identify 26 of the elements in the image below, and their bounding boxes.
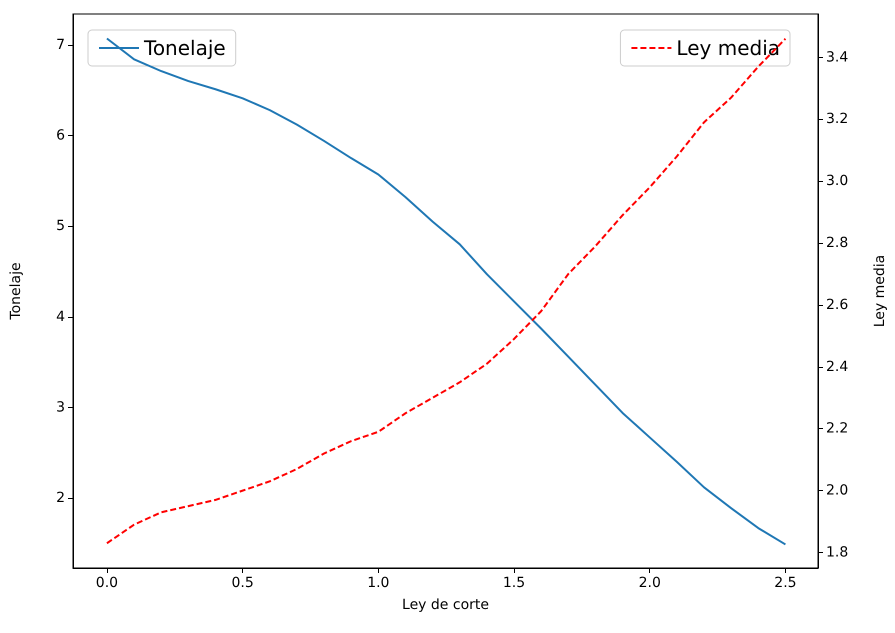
y2-tick-label: 3.4 — [826, 49, 848, 66]
legend-label: Ley media — [676, 36, 780, 60]
y-tick-label: 6 — [56, 128, 66, 144]
y-tick-label: 5 — [56, 218, 65, 234]
x-tick-label: 2.5 — [774, 575, 797, 591]
y2-tick-label: 2.2 — [826, 420, 848, 437]
x-tick-label: 0.0 — [96, 575, 118, 591]
x-tick-label: 1.5 — [502, 575, 526, 591]
y-axis-title: Tonelaje — [8, 262, 24, 321]
y-tick-label: 4 — [56, 308, 66, 325]
legend-label: Tonelaje — [143, 36, 226, 60]
y-tick-label: 7 — [56, 36, 65, 53]
y2-tick-label: 1.8 — [826, 544, 848, 561]
x-tick-label: 1.0 — [367, 575, 390, 591]
x-axis-title: Ley de corte — [402, 597, 489, 613]
y2-tick-label: 3.0 — [826, 173, 848, 190]
y2-axis-title: Ley media — [872, 254, 888, 328]
y-tick-label: 2 — [56, 490, 65, 506]
y2-tick-label: 3.2 — [826, 111, 848, 128]
y2-tick-label: 2.8 — [826, 235, 848, 252]
y-tick-label: 3 — [56, 400, 65, 416]
y2-tick-label: 2.0 — [826, 482, 848, 499]
x-tick-label: 2.0 — [638, 575, 661, 591]
x-tick-label: 0.5 — [231, 575, 254, 591]
y2-tick-label: 2.6 — [826, 296, 848, 313]
y2-tick-label: 2.4 — [826, 358, 848, 375]
